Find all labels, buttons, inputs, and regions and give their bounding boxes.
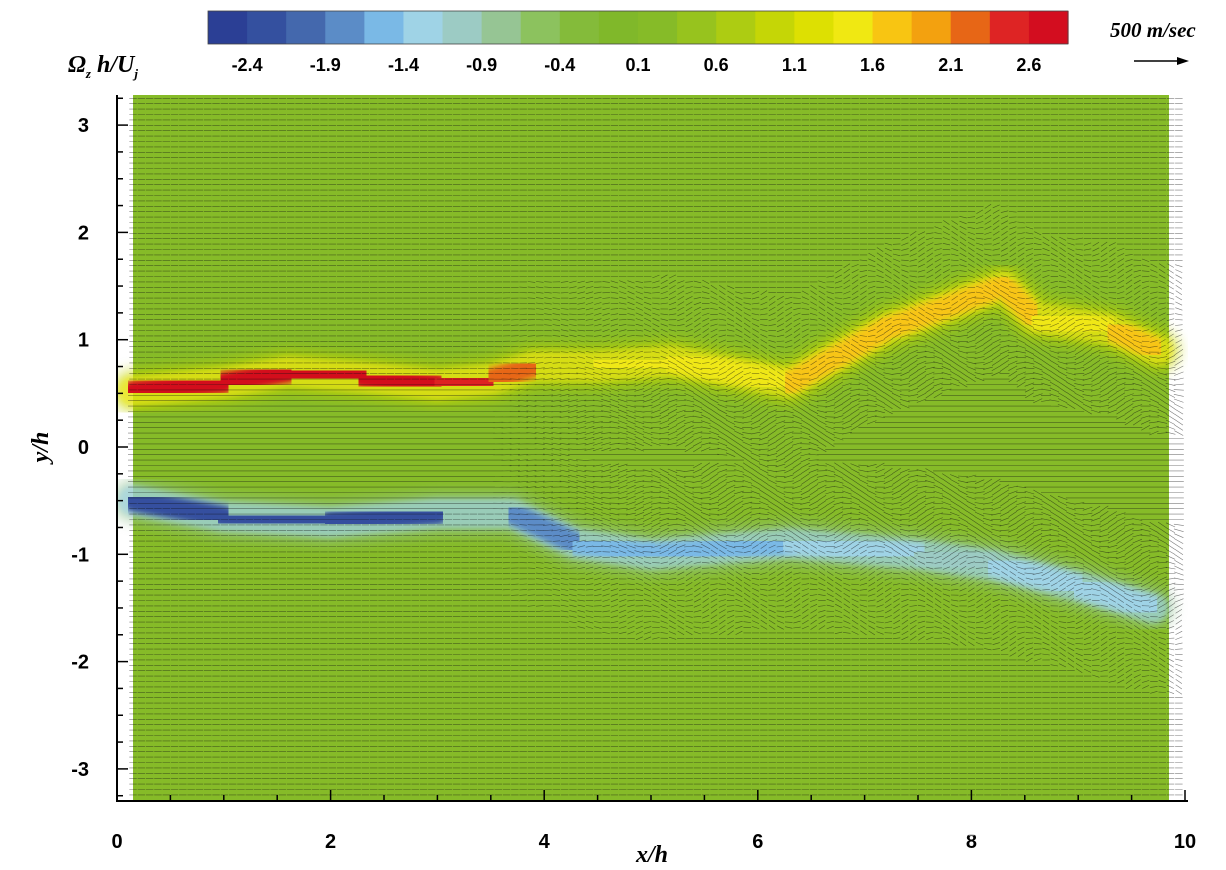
colorbar-swatch [364,11,405,44]
y-axis: -3 -2 -1 0 1 2 3 [71,95,128,801]
colorbar-tick-label: 1.1 [782,55,807,75]
x-tick-label: 4 [539,831,551,853]
shear-layer-segment [276,360,374,389]
colorbar-swatch [872,11,913,44]
y-tick-label: 2 [78,222,89,244]
shear-layer-segment [981,554,1090,598]
colorbar-tick-label: -1.9 [310,55,341,75]
colorbar-tick-label: 2.1 [938,55,963,75]
x-axis: 0 2 4 6 8 10 [111,790,1196,853]
colorbar-swatch [559,11,600,44]
y-tick-label: -3 [71,759,89,781]
colorbar-swatch [638,11,678,44]
shear-layer-segment [640,532,801,566]
shear-layer-segment [1099,317,1170,362]
x-tick-label: 0 [111,831,122,853]
x-tick-label: 6 [752,831,763,853]
plot-area [118,95,1184,801]
colorbar-swatch [247,11,287,44]
colorbar-swatch [911,11,952,44]
shear-layer-segment [874,275,1015,340]
vorticity-background [133,95,1169,801]
shear-layer-segment [501,502,588,555]
colorbar-swatch [1028,11,1069,44]
reference-vector-arrow [1134,57,1189,65]
colorbar-tick-label: -0.9 [466,55,497,75]
colorbar-swatch [677,11,717,44]
shear-layer-segment [661,350,801,394]
x-tick-label: 8 [966,831,977,853]
colorbar-frame [207,10,1069,45]
colorbar-swatch [950,11,991,44]
colorbar-swatch [286,11,326,44]
lower-shear-layer [118,478,1175,630]
colorbar-tick-label: 0.6 [704,55,729,75]
colorbar: -2.4 -1.9 -1.4 -0.9 -0.4 0.1 0.6 1.1 1.6 2.1 2.6 [207,10,1069,75]
reference-vector-label: 500 m/sec [1110,18,1196,42]
colorbar-swatch [598,11,639,44]
colorbar-swatch [794,11,835,44]
shear-layer-segment [586,350,684,378]
colorbar-swatch [325,11,365,44]
colorbar-swatch [403,11,444,44]
y-tick-label: 1 [78,330,89,352]
colorbar-title: Ωz h/Uj [68,52,138,81]
y-tick-label: -2 [71,652,89,674]
colorbar-swatch [755,11,795,44]
velocity-vectors [128,98,1184,801]
colorbar-swatch [481,11,522,44]
colorbar-swatch [442,11,483,44]
shear-layer-segment [351,366,449,396]
colorbar-swatch [833,11,874,44]
colorbar-swatch [520,11,561,44]
colorbar-tick-label: -1.4 [388,55,419,75]
shear-layer-segment [565,532,662,566]
colorbar-tick-label: 0.1 [625,55,650,75]
watermark: 知乎 @飞鱼所思 [930,806,1150,841]
colorbar-tick-label: -2.4 [232,55,263,75]
colorbar-tick-label: -0.4 [544,55,575,75]
colorbar-swatch [716,11,756,44]
y-tick-label: 3 [78,115,89,137]
x-axis-title: x/h [635,842,668,868]
vector-field [128,98,1184,801]
shear-layer-segment [319,502,449,534]
y-tick-label: -1 [71,544,89,566]
x-tick-label: 10 [1174,831,1196,853]
colorbar-tick-label: 2.6 [1016,55,1041,75]
colorbar-tick-label: 1.6 [860,55,885,75]
colorbar-swatch [208,11,248,44]
shear-layer-segment [907,543,1004,577]
x-tick-label: 2 [325,831,336,853]
colorbar-swatch [989,11,1030,44]
y-axis-title: y/h [28,432,54,466]
y-tick-label: 0 [78,437,89,459]
